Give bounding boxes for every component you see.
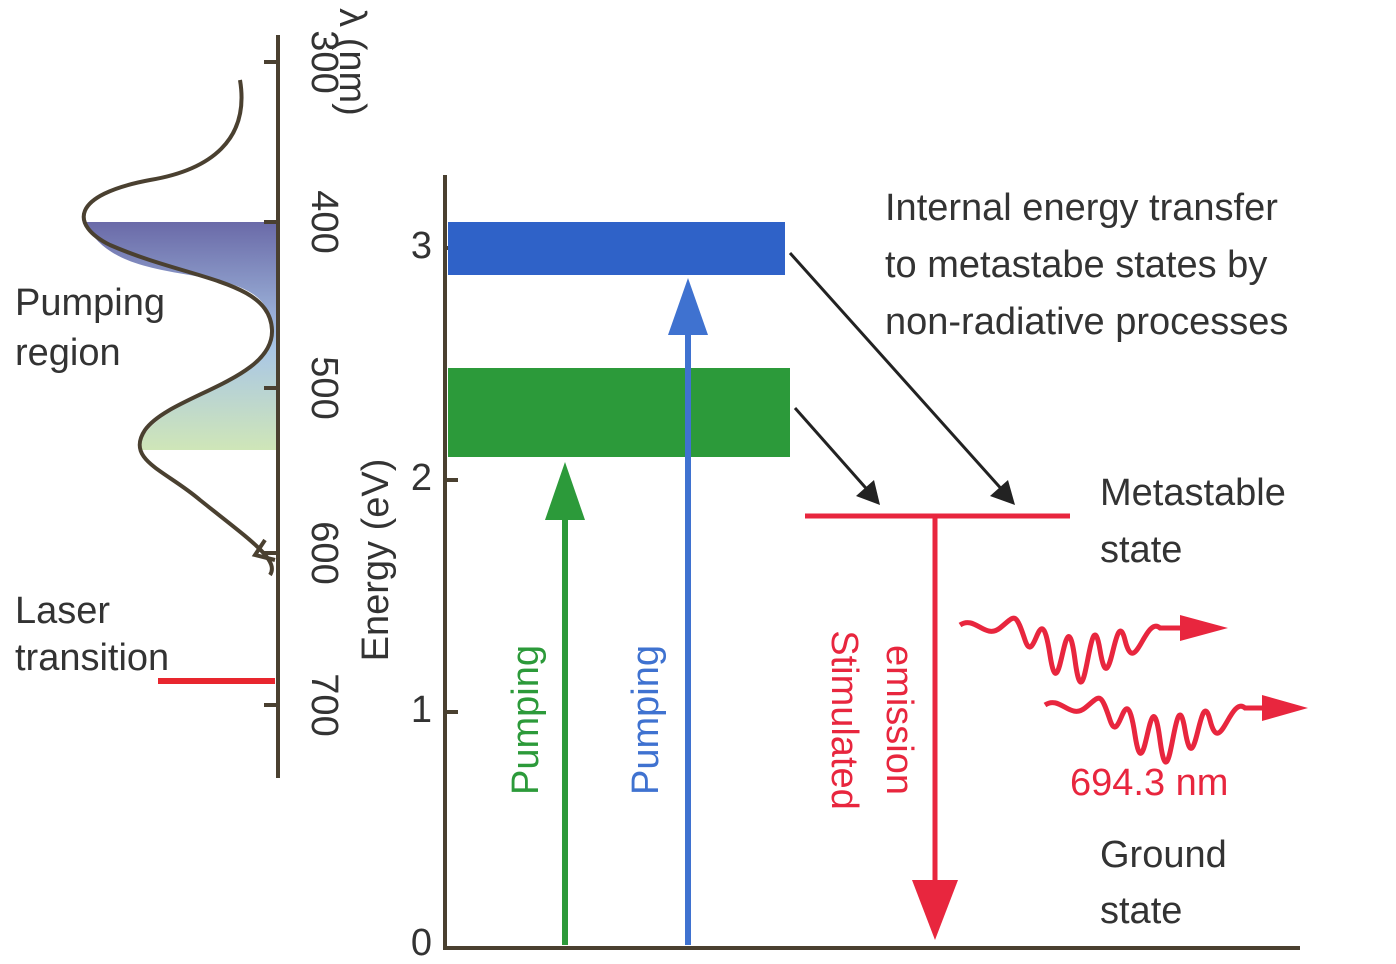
transfer-note: Internal energy transfer [885,187,1278,229]
ground-label: Ground [1100,834,1227,876]
energy-tick: 2 [411,457,432,499]
curve-detail [255,540,275,560]
wl-axis-label: λ (nm) [331,8,373,116]
energy-tick: 3 [411,225,432,267]
absorption-curve [84,80,272,575]
transfer-note: non-radiative processes [885,301,1288,343]
green-arrowhead [545,462,585,520]
transfer-arrow [790,253,1005,493]
photon-wave [960,618,1200,682]
energy-axis-label: Energy (eV) [355,459,397,662]
emission-label: Stimulated [823,630,865,810]
pumping-region-label: Pumping [15,282,165,324]
emission-arrowhead [912,880,958,940]
blue-pumping-label: Pumping [625,645,667,795]
transfer-arrowhead [990,480,1015,505]
metastable-label: Metastable [1100,472,1286,514]
pumping-region-label: region [15,332,121,374]
photon-wave [1045,698,1280,762]
wl-tick: 700 [303,673,345,736]
laser-transition-label: transition [15,637,169,679]
photon-arrowhead [1262,695,1308,721]
transfer-note: to metastabe states by [885,244,1267,286]
diagram: 300 400 500 600 700 λ (nm) Pumping regio… [0,0,1396,964]
level-2-band [448,368,790,457]
green-pumping-label: Pumping [505,645,547,795]
energy-tick: 0 [411,922,432,964]
wl-tick: 500 [303,356,345,419]
transfer-arrowhead [856,480,880,505]
emission-label: emission [878,645,920,795]
metastable-label: state [1100,529,1182,571]
wl-tick: 400 [303,190,345,253]
transfer-arrow [795,408,872,495]
wl-tick: 600 [303,521,345,584]
ground-label: state [1100,890,1182,932]
emission-wavelength: 694.3 nm [1070,762,1228,804]
energy-tick: 1 [411,689,432,731]
blue-arrowhead [668,278,708,335]
photon-arrowhead [1180,615,1228,641]
level-3-band [448,222,785,275]
laser-transition-label: Laser [15,590,110,632]
